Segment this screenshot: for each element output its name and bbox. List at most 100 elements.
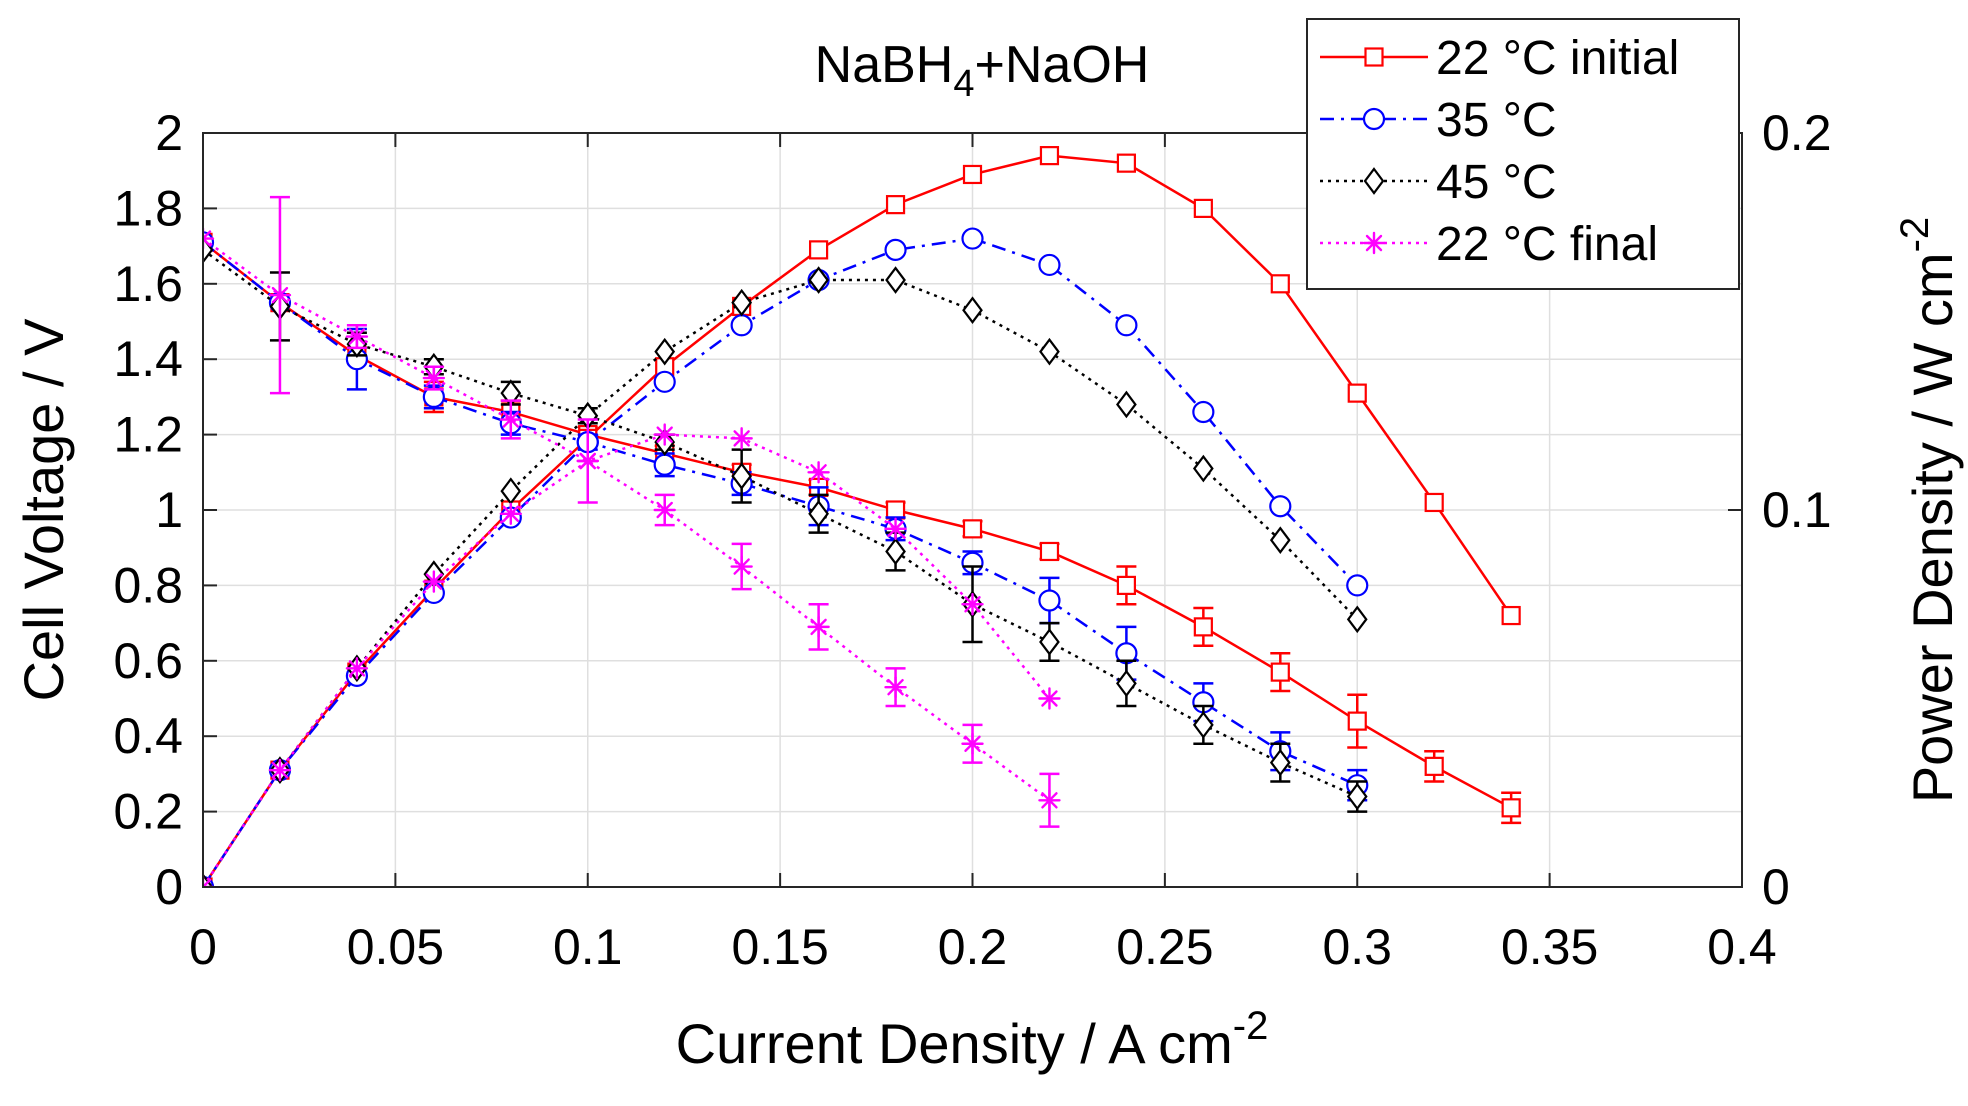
voltage-point (1038, 789, 1061, 812)
voltage-point (653, 498, 676, 522)
voltage-point (1116, 669, 1137, 698)
power-point (1346, 574, 1369, 597)
power-point (203, 875, 215, 887)
power-point (1115, 314, 1138, 337)
power-point (731, 288, 753, 317)
power-point (499, 502, 522, 525)
y-tick-label: 2 (155, 105, 183, 161)
x-tick-label: 0.35 (1501, 919, 1598, 975)
voltage-point (1192, 711, 1214, 739)
power-point (885, 266, 906, 294)
voltage-point (1501, 798, 1521, 818)
x-tick-label: 0.05 (347, 919, 444, 975)
legend-entry-22-c-final: 22 °C final (1320, 218, 1658, 271)
power-point (885, 195, 906, 215)
power-point (1270, 274, 1290, 294)
voltage-point (962, 519, 983, 539)
y2-tick-label: 0.1 (1762, 482, 1832, 538)
y-tick-label: 1.4 (113, 331, 183, 387)
voltage-point (1039, 541, 1060, 562)
voltage-point (885, 537, 906, 566)
power-point (884, 238, 907, 261)
power-point (268, 758, 292, 782)
voltage-point (884, 675, 907, 699)
voltage-point (808, 499, 829, 528)
legend-marker (1363, 167, 1385, 195)
voltage-point (1270, 662, 1290, 682)
series-22-c-final (203, 195, 1061, 887)
legend-label: 45 °C (1436, 156, 1557, 209)
y-tick-label: 0.8 (113, 557, 183, 613)
x-tick-label: 0.2 (938, 919, 1008, 975)
voltage-point (730, 555, 753, 578)
x-tick-label: 0 (189, 919, 217, 975)
voltage-point (1193, 617, 1213, 637)
voltage-point (731, 462, 753, 490)
power-point (808, 240, 829, 260)
power-point (653, 370, 676, 393)
legend-marker (1362, 107, 1386, 131)
y2-tick-label: 0.2 (1762, 105, 1832, 161)
y-tick-label: 1.2 (113, 407, 183, 463)
series-35-c-power-line (203, 237, 1359, 887)
x-tick-label: 0.25 (1116, 919, 1213, 975)
power-point (730, 314, 753, 337)
voltage-point (1116, 575, 1137, 596)
legend-entry-22-c-initial: 22 °C initial (1320, 32, 1679, 85)
power-point (730, 427, 753, 450)
voltage-point (1039, 628, 1060, 656)
y-axis-label: Cell Voltage / V (12, 318, 75, 702)
power-point (962, 164, 983, 185)
voltage-point (961, 732, 984, 755)
y-tick-label: 0.2 (113, 784, 183, 840)
legend-label: 35 °C (1436, 94, 1557, 147)
power-point (1192, 400, 1215, 424)
series-45-c-power-line (203, 278, 1359, 887)
x-tick-label: 0.1 (553, 919, 623, 975)
power-point (1038, 253, 1061, 277)
voltage-point (345, 325, 369, 348)
x-tick-label: 0.4 (1707, 919, 1777, 975)
power-point (1038, 687, 1061, 710)
axes: 0 0.05 0.1 0.15 0.2 0.25 0.3 0.35 0.400.20.40.60… (113, 105, 1831, 975)
voltage-point (1269, 748, 1291, 777)
series-22-c-initial-power-line (203, 154, 1513, 887)
power-point (1039, 337, 1060, 366)
y2-axis-label: Power Density / W cm-2 (1893, 217, 1964, 803)
legend-entry-45-c: 45 °C (1320, 156, 1557, 209)
y-tick-label: 1.6 (113, 256, 183, 312)
x-axis-label: Current Density / A cm-2 (676, 1004, 1269, 1075)
legend-entry-35-c: 35 °C (1320, 94, 1557, 147)
voltage-point (653, 453, 676, 476)
power-point (962, 296, 983, 325)
voltage-point (1346, 782, 1368, 811)
power-point (1424, 492, 1444, 513)
legend-label: 22 °C initial (1436, 32, 1679, 85)
chart-title: NaBH4+NaOH (815, 36, 1150, 105)
series-22-c-initial-voltage-line (203, 241, 1512, 809)
voltage-point (203, 227, 215, 250)
voltage-point (499, 408, 522, 431)
power-point (1192, 454, 1214, 483)
power-point (1193, 198, 1213, 218)
voltage-point (807, 615, 830, 639)
power-point (1269, 495, 1292, 518)
power-point (654, 337, 676, 366)
power-point (884, 517, 907, 541)
voltage-point (1038, 589, 1061, 612)
legend-label: 22 °C final (1436, 218, 1658, 271)
power-point (1346, 605, 1368, 634)
y-tick-label: 0.6 (113, 633, 183, 689)
power-point (1347, 383, 1367, 403)
voltage-point (1424, 756, 1444, 776)
power-point (422, 570, 446, 593)
voltage-point (1347, 711, 1367, 731)
x-tick-label: 0.3 (1322, 919, 1392, 975)
series-22-c-final-voltage-line (203, 237, 1051, 802)
power-point (345, 657, 369, 680)
series-layer (203, 146, 1522, 887)
voltage-point (268, 283, 292, 307)
power-point (653, 423, 676, 446)
legend: 22 °C initial 35 °C 45 °C 22 °C final (1306, 18, 1740, 290)
